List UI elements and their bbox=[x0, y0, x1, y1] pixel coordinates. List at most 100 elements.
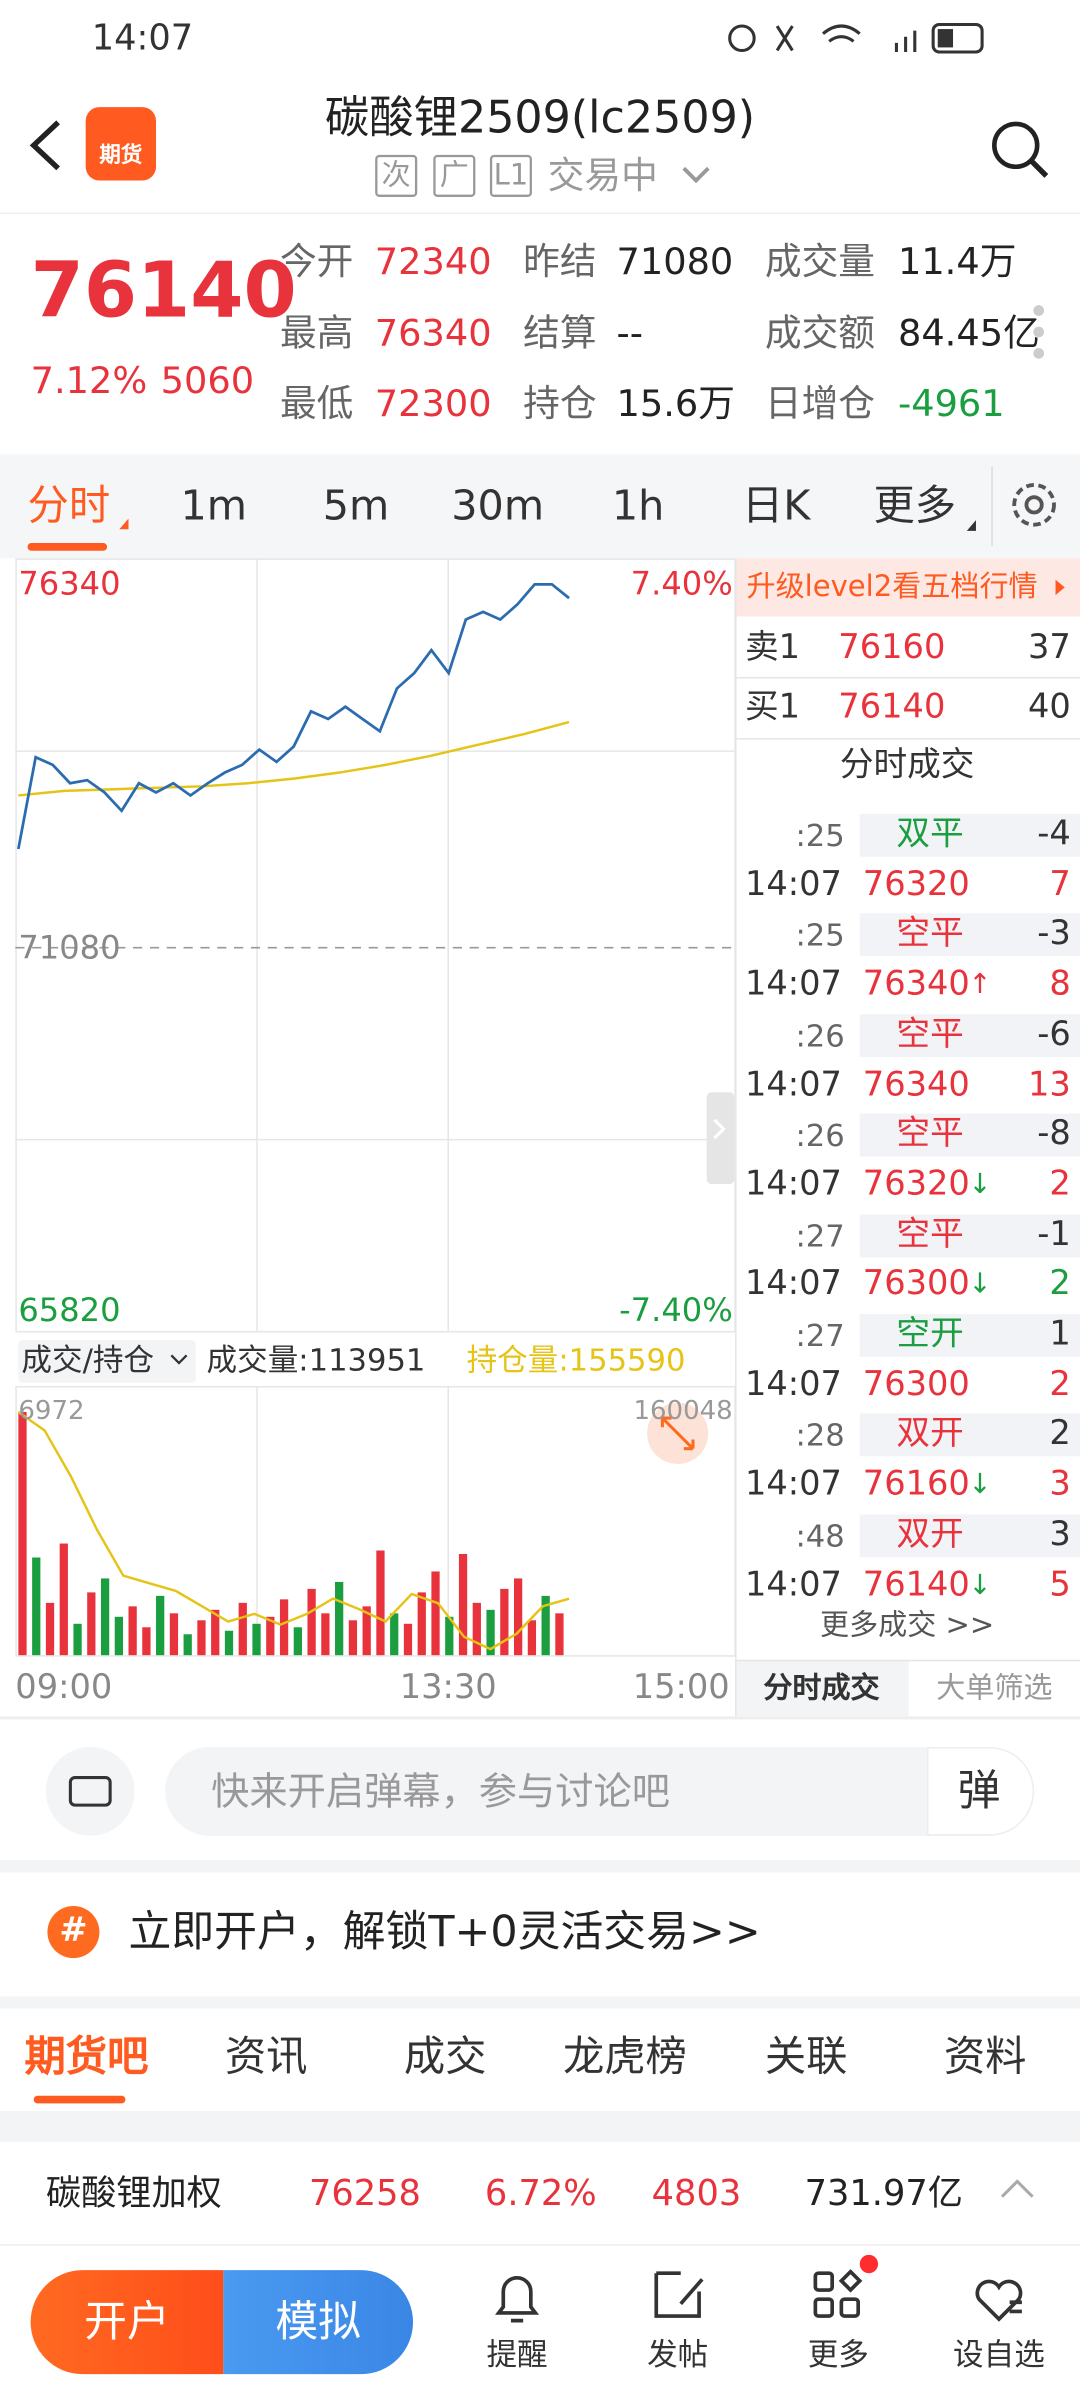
divider bbox=[0, 2244, 1080, 2246]
more-dots[interactable] bbox=[1033, 305, 1045, 359]
oi-line bbox=[17, 1410, 570, 1651]
divider bbox=[0, 2111, 1080, 2142]
nav-item[interactable]: 发帖 bbox=[647, 2335, 709, 2373]
back-button[interactable] bbox=[29, 120, 60, 171]
section-tab[interactable]: 资讯 bbox=[224, 2033, 308, 2082]
trade-kind-bg bbox=[859, 913, 1080, 957]
trade-volume: 7 bbox=[1049, 865, 1071, 904]
open-account-label[interactable]: 开户 bbox=[84, 2296, 170, 2347]
trade-kind: 双平 bbox=[896, 815, 964, 854]
section-tab[interactable]: 关联 bbox=[764, 2033, 848, 2082]
chart-frame bbox=[15, 558, 1080, 1717]
divider bbox=[0, 1996, 1080, 2009]
divider bbox=[991, 466, 993, 547]
period-tab[interactable]: 1m bbox=[180, 482, 248, 531]
trade-kind: 双开 bbox=[896, 1515, 964, 1554]
book-side: 卖1 bbox=[744, 628, 801, 667]
period-tab[interactable]: 5m bbox=[322, 482, 390, 531]
period-tab[interactable]: 更多 bbox=[873, 482, 957, 531]
panel-tab[interactable]: 大单筛选 bbox=[936, 1671, 1053, 1705]
notification-dot bbox=[859, 2254, 879, 2274]
danmaku-button[interactable] bbox=[927, 1746, 1035, 1836]
state-dropdown[interactable] bbox=[682, 166, 710, 184]
period-tab[interactable]: 30m bbox=[451, 482, 545, 531]
field-value: 72300 bbox=[374, 382, 492, 426]
volume-max: 6972 bbox=[18, 1395, 85, 1427]
trade-kind: 空平 bbox=[896, 1215, 964, 1254]
volume-bar bbox=[362, 1606, 371, 1656]
volume-bar bbox=[224, 1630, 234, 1656]
banner-text[interactable]: 立即开户，解锁T+0灵活交易>> bbox=[128, 1906, 761, 1957]
selector-box[interactable] bbox=[18, 1340, 196, 1383]
ticker-price: 76258 bbox=[309, 2174, 421, 2215]
field-value: 15.6万 bbox=[616, 382, 735, 426]
trade-time: 14:07 bbox=[744, 1365, 842, 1404]
section-tab[interactable]: 期货吧 bbox=[24, 2033, 149, 2082]
panel-tab-active bbox=[735, 1659, 909, 1717]
settings-button[interactable] bbox=[1012, 483, 1056, 527]
price-line bbox=[17, 582, 570, 850]
ticker-name: 碳酸锂加权 bbox=[45, 2174, 222, 2215]
volume-bar bbox=[156, 1595, 165, 1656]
tab-corner bbox=[966, 520, 976, 531]
simulate-label[interactable]: 模拟 bbox=[275, 2296, 362, 2347]
nav-item[interactable]: 更多 bbox=[807, 2335, 869, 2373]
ticker-amount: 731.97亿 bbox=[804, 2174, 963, 2215]
ticker-expand[interactable] bbox=[1000, 2179, 1034, 2198]
ticker-change: 4803 bbox=[651, 2174, 742, 2215]
more-trades[interactable]: 更多成交 >> bbox=[820, 1608, 995, 1643]
section-tab[interactable]: 龙虎榜 bbox=[562, 2033, 687, 2082]
field-value: -4961 bbox=[897, 382, 1005, 426]
volume-bar bbox=[293, 1627, 302, 1656]
trade-second: :48 bbox=[795, 1517, 845, 1554]
trade-time: 14:07 bbox=[744, 1265, 842, 1304]
period-tab[interactable]: 分时 bbox=[27, 482, 111, 531]
collapse-handle[interactable] bbox=[706, 1092, 735, 1185]
danmaku-label[interactable]: 弹 bbox=[957, 1765, 1001, 1816]
danmaku-glyph bbox=[68, 1776, 112, 1807]
pct-label: -7.40% bbox=[619, 1291, 733, 1329]
trade-volume: 2 bbox=[1049, 1165, 1071, 1204]
trade-kind: 空平 bbox=[896, 1115, 964, 1154]
selector-arrow bbox=[170, 1354, 188, 1365]
banner-icon bbox=[47, 1906, 100, 1959]
field-label: 持仓 bbox=[523, 382, 597, 426]
period-tab[interactable]: 日K bbox=[741, 482, 811, 531]
volume-bar bbox=[100, 1578, 110, 1656]
volume-bar bbox=[348, 1620, 358, 1656]
field-value: 84.45亿 bbox=[897, 312, 1040, 355]
volume-bar bbox=[403, 1623, 413, 1656]
field-label: 日增仓 bbox=[764, 382, 876, 426]
y-tick-label: 76340 bbox=[18, 565, 121, 602]
logo bbox=[85, 107, 157, 181]
ticker-pct: 6.72% bbox=[484, 2174, 597, 2215]
simulate-button[interactable] bbox=[223, 2270, 414, 2375]
search-button[interactable] bbox=[992, 121, 1040, 170]
tag: L1 bbox=[493, 158, 529, 192]
trade-qty: 3 bbox=[1049, 1515, 1071, 1554]
section-tab[interactable]: 资料 bbox=[943, 2033, 1027, 2082]
section-tab[interactable]: 成交 bbox=[403, 2033, 487, 2082]
volume-selector[interactable]: 成交/持仓 bbox=[21, 1341, 155, 1379]
period-tab[interactable]: 1h bbox=[611, 482, 665, 531]
trade-volume: 5 bbox=[1049, 1565, 1071, 1604]
panel-tab[interactable]: 分时成交 bbox=[763, 1671, 880, 1705]
trade-second: :28 bbox=[795, 1417, 845, 1454]
volume-bar bbox=[183, 1634, 192, 1656]
upgrade-link[interactable]: 升级level2看五档行情 bbox=[746, 569, 1038, 604]
trade-qty: 2 bbox=[1049, 1415, 1071, 1454]
volume-bar bbox=[114, 1616, 123, 1656]
volume-bar bbox=[431, 1571, 440, 1656]
danmaku-icon[interactable] bbox=[45, 1746, 135, 1836]
comment-input[interactable] bbox=[165, 1746, 1035, 1836]
volume-bar bbox=[142, 1627, 151, 1656]
settings-center bbox=[1024, 495, 1044, 515]
last-price: 76140 bbox=[30, 246, 297, 336]
comment-placeholder[interactable]: 快来开启弹幕，参与讨论吧 bbox=[211, 1769, 671, 1814]
nav-item[interactable]: 设自选 bbox=[953, 2335, 1045, 2373]
tag: 广 bbox=[439, 158, 469, 192]
nav-item[interactable]: 提醒 bbox=[486, 2335, 548, 2373]
volume-bar bbox=[458, 1554, 468, 1656]
open-account-button[interactable] bbox=[30, 2270, 224, 2375]
status-icons bbox=[728, 22, 984, 54]
